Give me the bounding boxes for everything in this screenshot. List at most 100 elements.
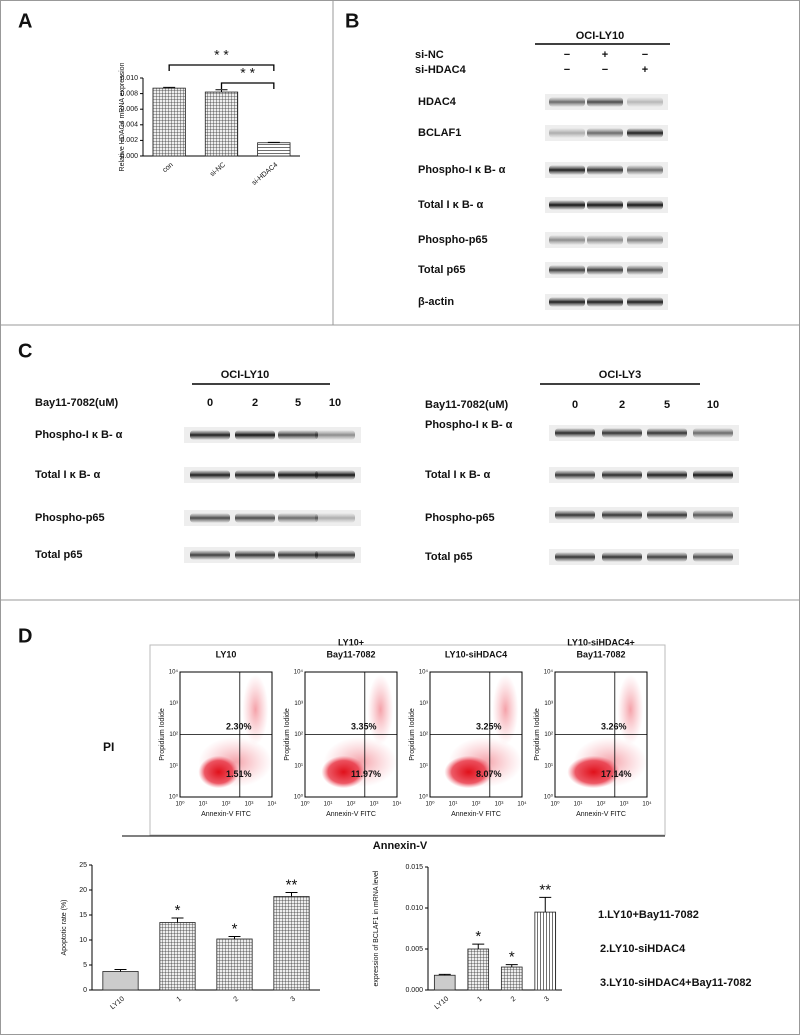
event-spray <box>242 674 269 745</box>
blot-band <box>555 552 595 562</box>
protein-label: Phospho-I κ B- α <box>418 164 506 176</box>
dose-label: Bay11-7082(uM) <box>425 399 508 411</box>
blot-background <box>549 467 739 483</box>
blot-band <box>235 513 275 523</box>
dose-value: 10 <box>707 399 719 411</box>
error-bar <box>539 896 552 913</box>
x-tick-label: 1 <box>476 996 484 1004</box>
flow-panel-box <box>149 644 666 836</box>
panel-label: B <box>345 10 359 32</box>
x-tick-label: 10³ <box>495 802 504 808</box>
protein-label: BCLAF1 <box>418 127 461 139</box>
cell-line-label: OCI-LY10 <box>576 30 625 42</box>
y-tick-label: 0.006 <box>120 106 138 113</box>
y-tick-label: 5 <box>83 962 87 969</box>
protein-label: Total p65 <box>418 264 465 276</box>
y-tick-label: 10⁰ <box>419 794 429 801</box>
blot-band <box>278 470 318 480</box>
x-tick-label: LY10 <box>434 996 451 1012</box>
y-tick-label: 0.010 <box>405 905 423 912</box>
plot-title: LY10-siHDAC4+ <box>567 637 634 647</box>
blot-band <box>602 428 642 438</box>
blot-band <box>555 510 595 520</box>
x-tick-label: 10² <box>347 802 356 808</box>
significance-bracket <box>168 64 275 71</box>
blot-band <box>627 265 663 275</box>
blot-band <box>235 470 275 480</box>
x-tick-label: 10⁰ <box>425 801 435 808</box>
blot-band <box>235 430 275 440</box>
quadrant-percent: 3.26% <box>601 721 627 731</box>
blot-band <box>587 200 623 210</box>
error-bar <box>114 969 127 972</box>
quadrant-percent: 2.30% <box>226 721 252 731</box>
bar <box>159 922 196 991</box>
blot-band <box>693 470 733 480</box>
y-tick-label: 0.010 <box>120 75 138 82</box>
x-tick-label: con <box>161 162 174 175</box>
y-tick-label: 10² <box>169 732 178 738</box>
blot-band <box>587 165 623 175</box>
protein-label: Total I κ B- α <box>35 469 100 481</box>
event-spray <box>492 674 519 745</box>
blot-band <box>627 128 663 138</box>
plot-title: Bay11-7082 <box>576 649 625 659</box>
blot-band <box>587 128 623 138</box>
error-bar <box>285 892 298 897</box>
panel-label: D <box>18 625 32 647</box>
y-tick-label: 10¹ <box>544 763 553 769</box>
y-tick-label: 10³ <box>419 701 428 707</box>
dose-label: Bay11-7082(uM) <box>35 397 118 409</box>
plot-x-label: Annexin-V FITC <box>451 811 501 818</box>
bar <box>273 896 310 991</box>
blot-band <box>587 297 623 307</box>
blot-band <box>549 128 585 138</box>
axis-title: Annexin-V <box>373 840 428 852</box>
y-tick-label: 0.015 <box>405 864 423 871</box>
plot-title: LY10 <box>216 649 237 659</box>
bar <box>216 938 253 991</box>
error-bar <box>171 917 184 923</box>
significance-mark: * <box>232 920 238 937</box>
event-cloud <box>444 755 493 789</box>
y-tick-label: 10² <box>294 732 303 738</box>
quadrant-percent: 3.25% <box>476 721 502 731</box>
quadrant-percent: 8.07% <box>476 769 502 779</box>
y-tick-label: 10⁴ <box>169 669 179 676</box>
x-tick-label: 10⁰ <box>175 801 185 808</box>
dose-value: 2 <box>252 397 258 409</box>
x-tick-label: 2 <box>510 996 518 1004</box>
x-tick-label: 10¹ <box>574 802 583 808</box>
y-tick-label: 10² <box>544 732 553 738</box>
protein-label: Total p65 <box>35 549 82 561</box>
blot-band <box>278 550 318 560</box>
significance-mark: * <box>475 928 481 945</box>
blot-band <box>315 513 355 523</box>
x-tick-label: 10³ <box>245 802 254 808</box>
blot-band <box>278 513 318 523</box>
quadrant-percent: 17.14% <box>601 769 632 779</box>
x-tick-label: 10⁴ <box>392 801 402 808</box>
dose-value: 2 <box>619 399 625 411</box>
y-tick-label: 10⁴ <box>419 669 429 676</box>
y-tick-label: 0.000 <box>120 153 138 160</box>
x-tick-label: si-NC <box>209 162 227 179</box>
x-tick-label: 3 <box>289 996 297 1004</box>
quadrant-percent: 11.97% <box>351 769 381 779</box>
blot-band <box>627 165 663 175</box>
y-tick-label: 10¹ <box>294 763 303 769</box>
blot-band <box>190 513 230 523</box>
y-tick-label: 0.004 <box>120 122 138 129</box>
blot-band <box>315 470 355 480</box>
condition-mark: − <box>564 49 570 61</box>
condition-mark: − <box>564 64 570 76</box>
blot-band <box>647 510 687 520</box>
significance-label: * * <box>214 47 229 63</box>
bar <box>433 974 456 991</box>
x-tick-label: 10² <box>222 802 231 808</box>
y-tick-label: 10⁰ <box>544 794 554 801</box>
error-bar <box>472 943 485 949</box>
bar <box>500 966 523 991</box>
blot-band <box>190 470 230 480</box>
